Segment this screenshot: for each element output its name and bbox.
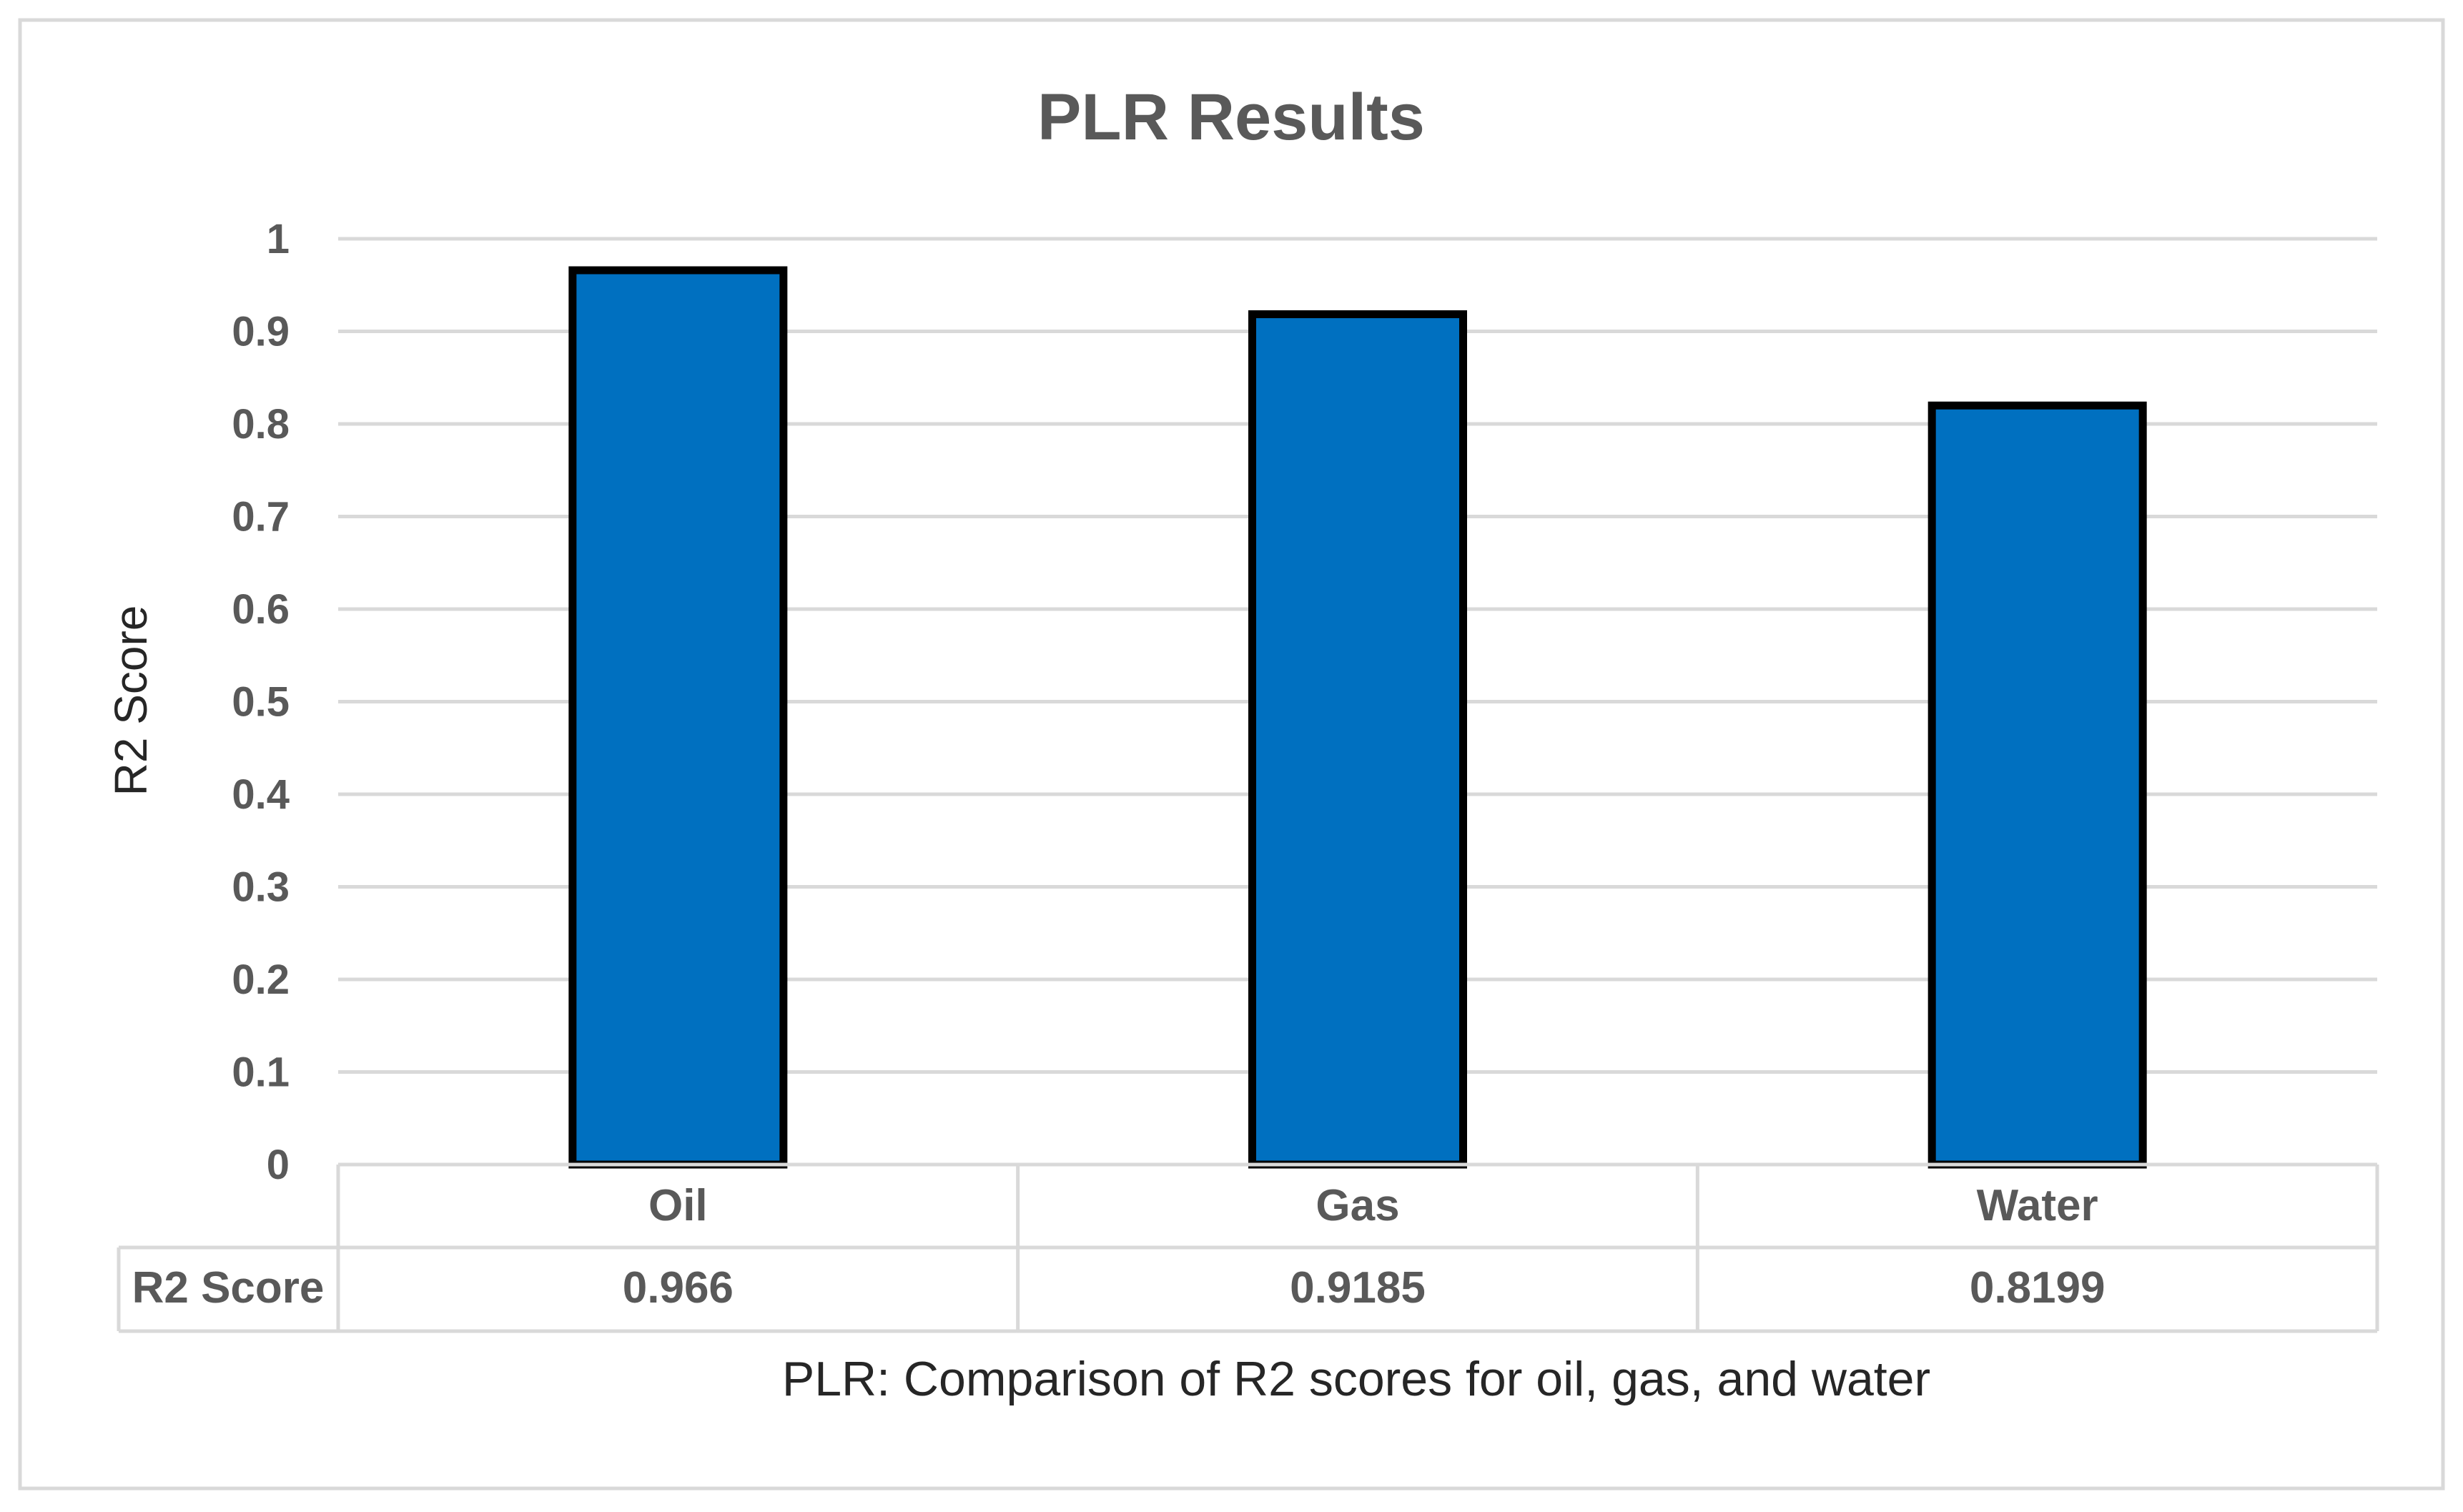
table-value: 0.966	[623, 1263, 734, 1313]
table-series-label: R2 Score	[132, 1263, 325, 1313]
y-tick-label: 0.7	[232, 494, 290, 540]
table-value: 0.9185	[1290, 1263, 1426, 1313]
bar-water	[1928, 401, 2147, 1169]
table-value: 0.8199	[1970, 1263, 2106, 1313]
x-axis-label: PLR: Comparison of R2 scores for oil, ga…	[782, 1352, 1930, 1406]
y-tick-label: 0.9	[232, 309, 290, 355]
y-tick-label: 0	[267, 1142, 290, 1188]
y-axis-label: R2 Score	[105, 606, 157, 796]
bar-gas	[1248, 310, 1467, 1169]
y-axis-ticks: 0 0.1 0.2 0.3 0.4 0.5 0.6 0.7 0.8 0.9 1	[232, 216, 290, 1188]
y-tick-label: 0.5	[232, 679, 290, 726]
y-tick-label: 0.6	[232, 586, 290, 633]
y-tick-label: 0.1	[232, 1049, 290, 1096]
bars	[568, 266, 2147, 1169]
y-tick-label: 1	[267, 216, 290, 262]
data-table: Oil Gas Water R2 Score 0.966 0.9185 0.8199	[117, 1162, 2379, 1333]
bar-oil	[568, 266, 788, 1169]
chart-title: PLR Results	[1037, 81, 1425, 154]
x-category-label: Water	[1977, 1181, 2098, 1230]
y-tick-label: 0.3	[232, 864, 290, 911]
x-category-label: Gas	[1316, 1181, 1399, 1230]
y-tick-label: 0.4	[232, 771, 290, 818]
x-category-label: Oil	[648, 1181, 708, 1230]
y-tick-label: 0.8	[232, 401, 290, 448]
y-tick-label: 0.2	[232, 957, 290, 1003]
